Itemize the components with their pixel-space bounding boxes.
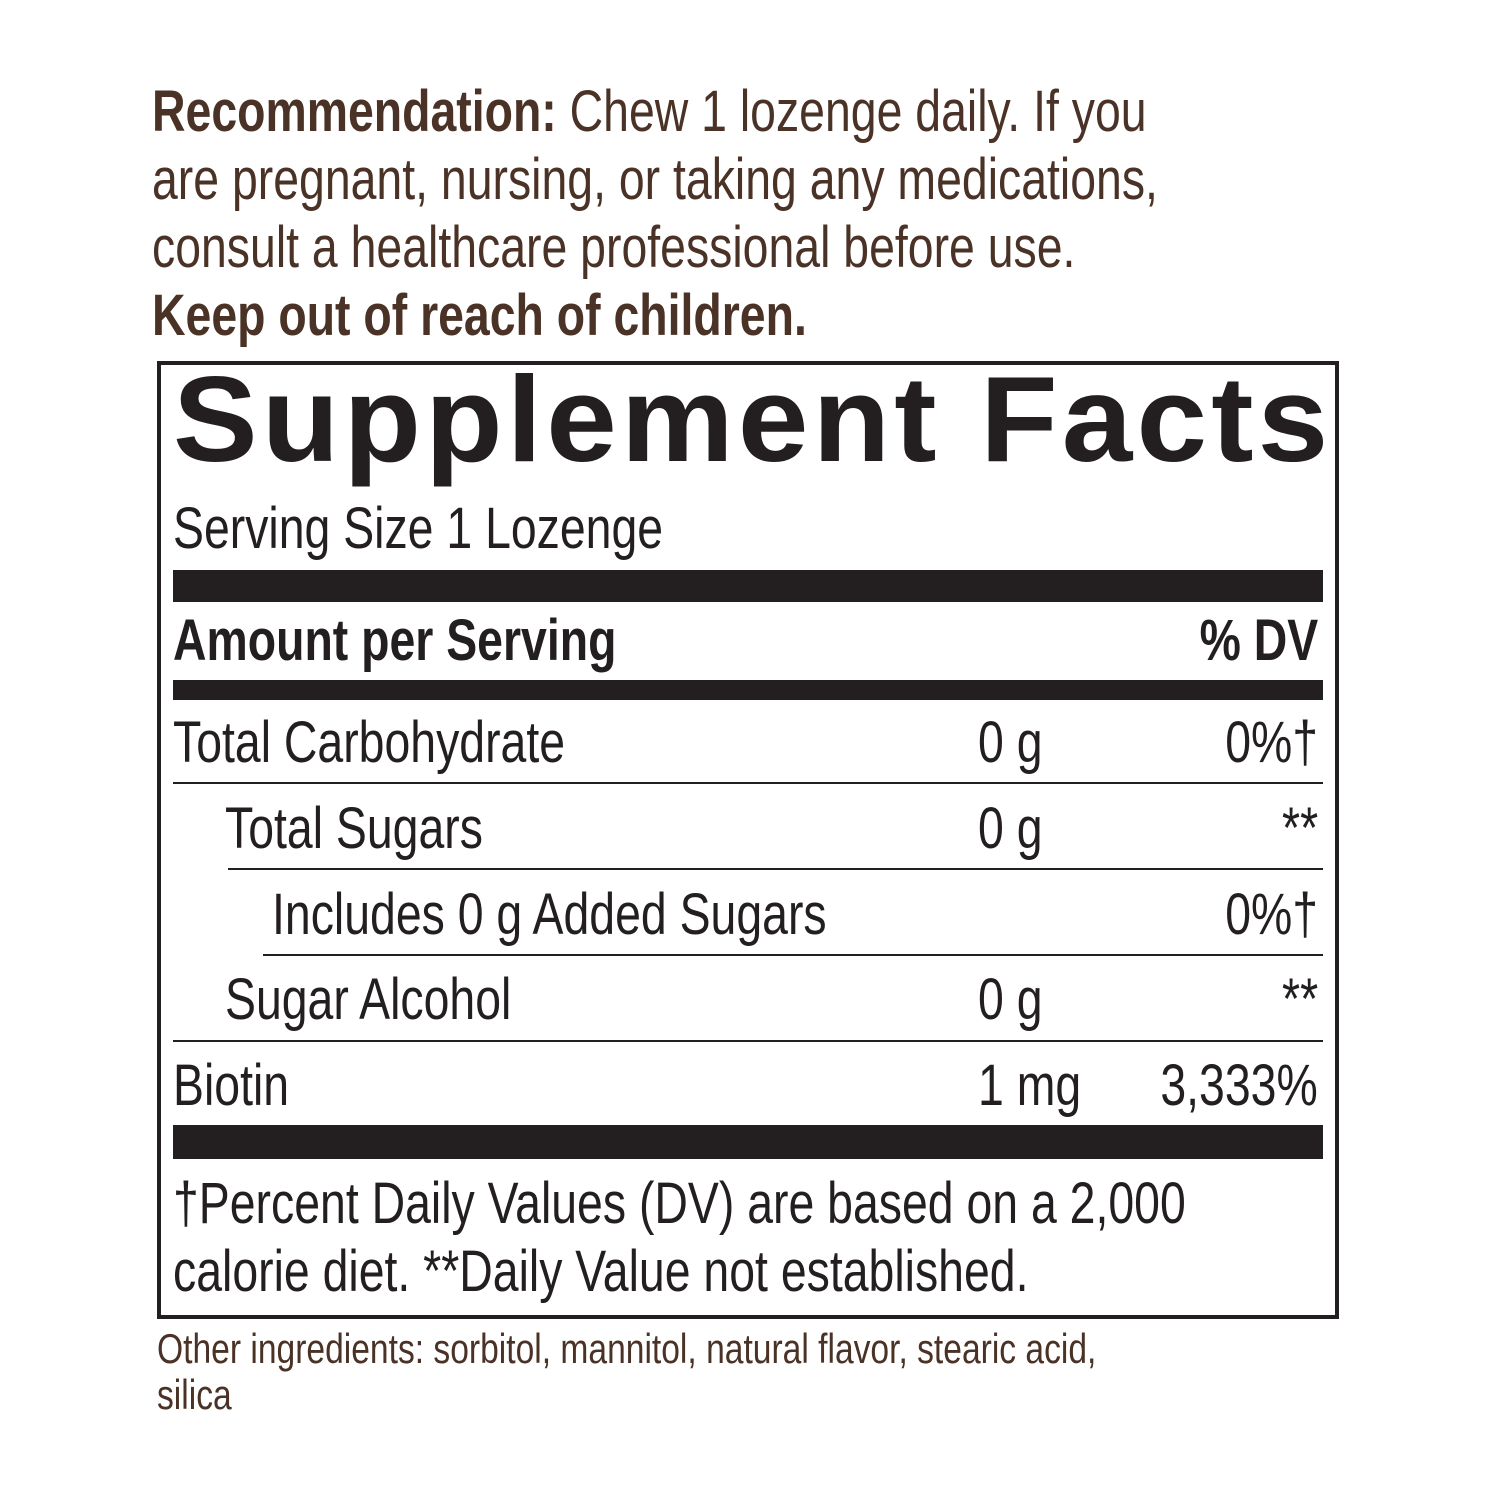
facts-title: Supplement Facts — [173, 351, 1333, 487]
recommendation-text: Chew 1 lozenge daily. If you — [556, 79, 1147, 144]
row-divider — [173, 782, 1323, 784]
thick-divider — [173, 570, 1323, 602]
row-dv: 3,333% — [1160, 1053, 1318, 1118]
row-amount: 0 g — [978, 710, 1043, 775]
row-name: Total Carbohydrate — [173, 710, 566, 775]
medium-divider — [173, 680, 1323, 700]
dv-header: % DV — [1199, 608, 1318, 673]
row-dv: ** — [1281, 796, 1318, 861]
row-divider — [173, 1040, 1323, 1042]
warning: Keep out of reach of children. — [152, 283, 807, 348]
serving-size: Serving Size 1 Lozenge — [173, 496, 664, 561]
row-dv: ** — [1281, 967, 1318, 1032]
row-dv: 0%† — [1225, 710, 1318, 775]
supplement-facts-panel — [157, 361, 1339, 1319]
recommendation-label: Recommendation: — [152, 79, 557, 144]
row-divider — [263, 954, 1323, 956]
recommendation-line-2: are pregnant, nursing, or taking any med… — [152, 147, 1158, 212]
recommendation-line-1: Recommendation: Chew 1 lozenge daily. If… — [152, 78, 1395, 146]
row-dv: 0%† — [1225, 882, 1318, 947]
row-divider — [228, 868, 1323, 870]
row-amount: 0 g — [978, 796, 1043, 861]
row-amount: 0 g — [978, 967, 1043, 1032]
recommendation-line-3: consult a healthcare professional before… — [152, 215, 1076, 280]
row-name: Biotin — [173, 1053, 290, 1118]
footnote-line-2: calorie diet. **Daily Value not establis… — [173, 1239, 1029, 1304]
footnote-line-1: †Percent Daily Values (DV) are based on … — [173, 1171, 1186, 1236]
other-ingredients-line-2: silica — [157, 1371, 232, 1418]
amount-header: Amount per Serving — [173, 608, 617, 673]
thick-divider — [173, 1125, 1323, 1159]
other-ingredients-line-1: Other ingredients: sorbitol, mannitol, n… — [157, 1325, 1097, 1372]
row-amount: 1 mg — [978, 1053, 1082, 1118]
row-name: Includes 0 g Added Sugars — [272, 882, 827, 947]
row-name: Sugar Alcohol — [225, 967, 512, 1032]
row-name: Total Sugars — [225, 796, 483, 861]
